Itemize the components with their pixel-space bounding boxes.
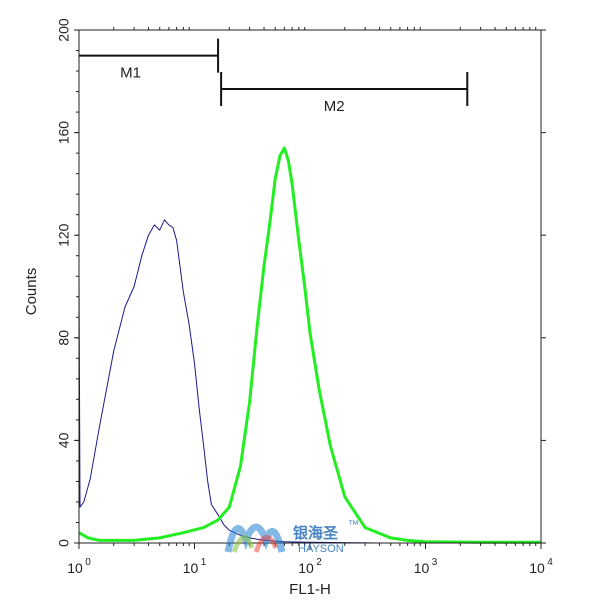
- plot-frame: [78, 29, 542, 544]
- x-tick-exponent: 3: [432, 557, 438, 568]
- y-tick-label: 0: [56, 539, 72, 547]
- x-tick-exponent: 0: [85, 557, 91, 568]
- watermark-logo: 银海圣 ™ HAYSON: [224, 519, 359, 555]
- x-tick-exponent: 1: [201, 557, 207, 568]
- x-tick-exponent: 4: [547, 557, 553, 568]
- y-tick-label: 200: [56, 18, 72, 42]
- watermark-icon: [224, 523, 286, 553]
- watermark-en: HAYSON: [298, 543, 344, 555]
- x-tick-exponent: 2: [316, 557, 322, 568]
- x-tick-label: 10: [183, 560, 199, 576]
- x-tick-label: 10: [529, 560, 545, 576]
- watermark-tm: ™: [348, 519, 359, 531]
- gate-m1-label: M1: [120, 65, 141, 82]
- y-tick-label: 160: [56, 121, 72, 145]
- x-tick-label: 10: [298, 560, 314, 576]
- x-tick-label: 10: [414, 560, 430, 576]
- histogram-series-1: [78, 219, 380, 544]
- y-tick-label: 80: [56, 330, 72, 346]
- histogram-series-2: [78, 146, 541, 544]
- watermark-cn: 银海圣: [293, 524, 339, 542]
- gate-m2-label: M2: [324, 98, 345, 115]
- y-axis-title: Counts: [23, 268, 40, 316]
- x-tick-label: 10: [67, 560, 83, 576]
- y-tick-label: 40: [56, 432, 72, 448]
- y-tick-label: 120: [56, 223, 72, 247]
- x-axis-title: FL1-H: [289, 581, 331, 598]
